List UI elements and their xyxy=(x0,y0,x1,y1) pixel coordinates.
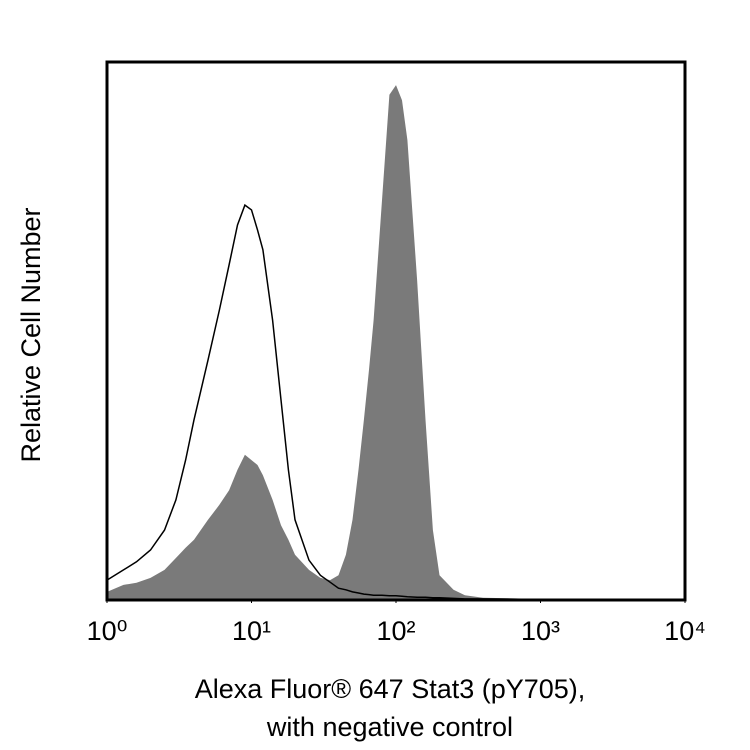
outline-histogram xyxy=(106,203,685,601)
x-tick-label: 10³ xyxy=(521,616,560,646)
x-tick-label: 10⁴ xyxy=(664,616,706,646)
x-tick-label: 10¹ xyxy=(232,616,271,646)
x-tick-label: 10² xyxy=(376,616,415,646)
filled-histogram xyxy=(107,85,685,601)
x-tick-label: 10⁰ xyxy=(87,616,128,646)
x-axis-label: with negative control xyxy=(266,712,513,742)
plot-area xyxy=(106,85,685,601)
x-axis-label: Alexa Fluor® 647 Stat3 (pY705), xyxy=(195,674,586,704)
y-axis-label: Relative Cell Number xyxy=(16,207,46,462)
